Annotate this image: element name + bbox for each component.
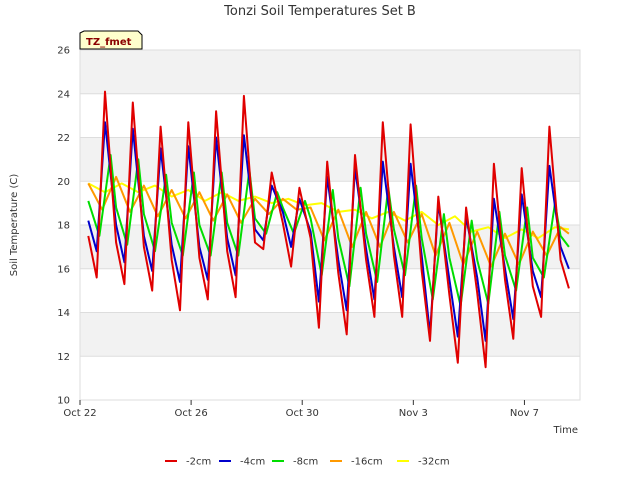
legend-label: -16cm bbox=[351, 457, 383, 468]
y-tick-label: 14 bbox=[57, 308, 70, 319]
badge-label: TZ_fmet bbox=[86, 37, 132, 48]
y-tick-label: 20 bbox=[57, 177, 70, 188]
y-tick-label: 10 bbox=[57, 396, 70, 407]
x-tick-label: Oct 30 bbox=[286, 408, 319, 419]
y-tick-label: 24 bbox=[57, 89, 70, 100]
legend-label: -2cm bbox=[186, 457, 211, 468]
x-tick-label: Nov 7 bbox=[510, 408, 539, 419]
legend: -2cm -4cm -8cm -16cm -32cm bbox=[165, 457, 450, 468]
y-tick-label: 26 bbox=[57, 46, 70, 57]
legend-label: -8cm bbox=[293, 457, 318, 468]
grid-band bbox=[80, 312, 580, 357]
x-tick-label: Nov 3 bbox=[399, 408, 428, 419]
x-tick-label: Oct 22 bbox=[63, 408, 96, 419]
legend-label: -4cm bbox=[240, 457, 265, 468]
series-lines bbox=[87, 90, 570, 369]
y-tick-label: 22 bbox=[57, 133, 70, 144]
y-axis-ticks: 10 12 14 16 18 20 22 24 26 bbox=[57, 46, 70, 407]
series-line-2cmcm bbox=[87, 90, 570, 369]
legend-label: -32cm bbox=[418, 457, 450, 468]
x-tick-label: Oct 26 bbox=[175, 408, 208, 419]
grid-band bbox=[80, 137, 580, 182]
y-axis-label: Soil Temperature (C) bbox=[9, 174, 20, 277]
series-line-8cmcm bbox=[87, 154, 570, 307]
chart-title: Tonzi Soil Temperatures Set B bbox=[223, 4, 416, 19]
badge-box bbox=[79, 30, 143, 50]
badge: TZ_fmet bbox=[79, 30, 143, 50]
plot-border bbox=[79, 49, 581, 401]
y-tick-label: 12 bbox=[57, 352, 70, 363]
y-tick-label: 16 bbox=[57, 264, 70, 275]
grid-band bbox=[80, 50, 580, 94]
plot-background bbox=[79, 49, 581, 401]
x-axis-label: Time bbox=[553, 425, 578, 436]
x-axis-ticks: Oct 22 Oct 26 Oct 30 Nov 3 Nov 7 bbox=[63, 400, 539, 419]
y-tick-label: 18 bbox=[57, 221, 70, 232]
